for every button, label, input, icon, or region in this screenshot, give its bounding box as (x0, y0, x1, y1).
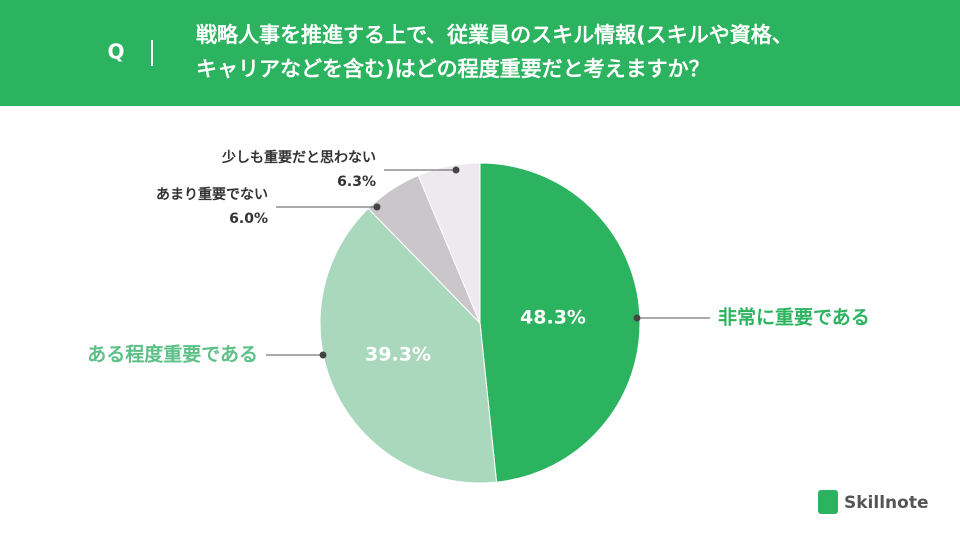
leader-dot (452, 166, 460, 174)
leader-dot (373, 203, 381, 211)
title-line: 戦略人事を推進する上で、従業員のスキル情報(スキルや資格、 (196, 23, 793, 47)
pie-slice (319, 207, 498, 484)
leader-dot (633, 314, 641, 322)
logo-icon (818, 490, 838, 514)
value-label: 48.3% (520, 307, 586, 329)
title-line: キャリアなどを含む)はどの程度重要だと考えますか？ (196, 57, 710, 81)
pie-slice (417, 162, 481, 324)
header-band (0, 0, 960, 106)
value-label: 6.0% (229, 211, 268, 227)
leader-dot (319, 351, 327, 359)
logo: Skillnote (818, 490, 928, 514)
category-label: ある程度重要である (87, 343, 258, 366)
category-label: 少しも重要だと思わない (221, 149, 376, 166)
category-label: あまり重要でない (156, 186, 268, 203)
value-label: 6.3% (337, 174, 376, 190)
brand: Skillnote (844, 493, 928, 513)
question-mark: Q (107, 40, 124, 64)
value-label: 39.3% (365, 344, 431, 366)
category-label: 非常に重要である (718, 306, 870, 329)
pie-slice (479, 162, 641, 483)
